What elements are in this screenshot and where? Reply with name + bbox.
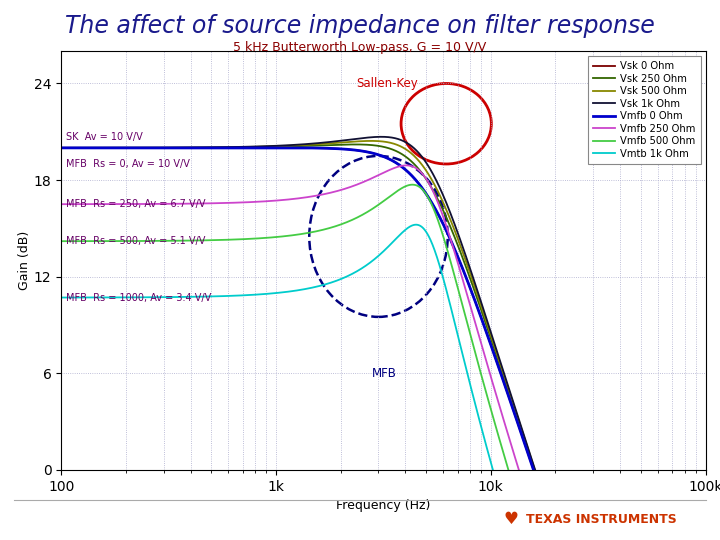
Vmfb 0 Ohm xyxy=(304,145,312,151)
Vmtb 1k Ohm xyxy=(304,285,312,292)
Vmfb 0 Ohm xyxy=(266,145,275,151)
Text: MFB: MFB xyxy=(372,367,397,380)
Vsk 1k Ohm xyxy=(377,133,386,140)
Vsk 0 Ohm xyxy=(57,145,66,151)
Vsk 500 Ohm xyxy=(332,140,341,146)
Vmfb 0 Ohm xyxy=(168,145,177,151)
Vsk 1k Ohm xyxy=(168,144,177,151)
Vmfb 500 Ohm xyxy=(57,238,66,245)
Vsk 500 Ohm xyxy=(304,141,312,148)
Text: SK  Av = 10 V/V: SK Av = 10 V/V xyxy=(66,132,143,141)
Vsk 250 Ohm xyxy=(168,145,177,151)
Vmfb 500 Ohm xyxy=(408,181,417,188)
Line: Vsk 500 Ohm: Vsk 500 Ohm xyxy=(61,141,706,540)
Text: 5 kHz Butterworth Low-pass, G = 10 V/V: 5 kHz Butterworth Low-pass, G = 10 V/V xyxy=(233,41,487,54)
Vmfb 500 Ohm xyxy=(304,230,312,236)
Text: TEXAS INSTRUMENTS: TEXAS INSTRUMENTS xyxy=(526,513,676,526)
Vmfb 0 Ohm xyxy=(332,145,341,152)
Vsk 250 Ohm xyxy=(57,145,66,151)
Vmfb 0 Ohm xyxy=(130,145,139,151)
Vsk 0 Ohm xyxy=(130,145,139,151)
Line: Vsk 0 Ohm: Vsk 0 Ohm xyxy=(61,148,706,540)
Vmfb 250 Ohm xyxy=(304,194,312,200)
Vmfb 250 Ohm xyxy=(402,162,410,168)
Text: MFB  Rs = 500, Av = 5.1 V/V: MFB Rs = 500, Av = 5.1 V/V xyxy=(66,236,205,246)
Text: ♥: ♥ xyxy=(503,510,518,529)
Vsk 1k Ohm xyxy=(332,138,341,145)
Vmfb 250 Ohm xyxy=(168,200,177,207)
Line: Vsk 1k Ohm: Vsk 1k Ohm xyxy=(61,137,706,540)
Vmfb 250 Ohm xyxy=(332,188,341,194)
Line: Vmfb 0 Ohm: Vmfb 0 Ohm xyxy=(61,148,706,540)
Vsk 250 Ohm xyxy=(332,141,341,148)
Vsk 1k Ohm xyxy=(130,145,139,151)
Vmtb 1k Ohm xyxy=(130,294,139,301)
Vsk 500 Ohm xyxy=(367,138,376,144)
Text: MFB  Rs = 1000, Av = 3.4 V/V: MFB Rs = 1000, Av = 3.4 V/V xyxy=(66,293,211,302)
Text: Sallen-Key: Sallen-Key xyxy=(356,77,418,90)
Line: Vmtb 1k Ohm: Vmtb 1k Ohm xyxy=(61,225,706,540)
Vmfb 500 Ohm xyxy=(332,223,341,230)
Vsk 500 Ohm xyxy=(168,144,177,151)
Vsk 250 Ohm xyxy=(304,143,312,149)
Vsk 1k Ohm xyxy=(57,145,66,151)
Vsk 0 Ohm xyxy=(332,145,341,152)
Vmtb 1k Ohm xyxy=(332,278,341,284)
Vmfb 500 Ohm xyxy=(168,238,177,244)
Vmfb 250 Ohm xyxy=(57,201,66,207)
Vmtb 1k Ohm xyxy=(57,294,66,301)
Vsk 0 Ohm xyxy=(304,145,312,151)
Vsk 0 Ohm xyxy=(266,145,275,151)
Text: MFB  Rs = 0, Av = 10 V/V: MFB Rs = 0, Av = 10 V/V xyxy=(66,159,189,169)
Line: Vmfb 500 Ohm: Vmfb 500 Ohm xyxy=(61,185,706,540)
Legend: Vsk 0 Ohm, Vsk 250 Ohm, Vsk 500 Ohm, Vsk 1k Ohm, Vmfb 0 Ohm, Vmfb 250 Ohm, Vmfb : Vsk 0 Ohm, Vsk 250 Ohm, Vsk 500 Ohm, Vsk… xyxy=(588,56,701,164)
Vmfb 250 Ohm xyxy=(130,201,139,207)
Y-axis label: Gain (dB): Gain (dB) xyxy=(18,231,31,290)
Vsk 0 Ohm xyxy=(168,145,177,151)
Line: Vmfb 250 Ohm: Vmfb 250 Ohm xyxy=(61,165,706,540)
X-axis label: Frequency (Hz): Frequency (Hz) xyxy=(336,499,431,512)
Vmtb 1k Ohm xyxy=(412,221,420,228)
Text: The affect of source impedance on filter response: The affect of source impedance on filter… xyxy=(65,14,655,37)
Vsk 250 Ohm xyxy=(130,145,139,151)
Line: Vsk 250 Ohm: Vsk 250 Ohm xyxy=(61,144,706,540)
Vmtb 1k Ohm xyxy=(168,294,177,300)
Text: MFB  Rs = 250, Av = 6.7 V/V: MFB Rs = 250, Av = 6.7 V/V xyxy=(66,199,205,209)
Vsk 500 Ohm xyxy=(57,145,66,151)
Vmfb 0 Ohm xyxy=(57,145,66,151)
Vsk 250 Ohm xyxy=(351,141,359,147)
Vsk 1k Ohm xyxy=(304,141,312,147)
Vsk 500 Ohm xyxy=(130,145,139,151)
Vmfb 500 Ohm xyxy=(130,238,139,244)
